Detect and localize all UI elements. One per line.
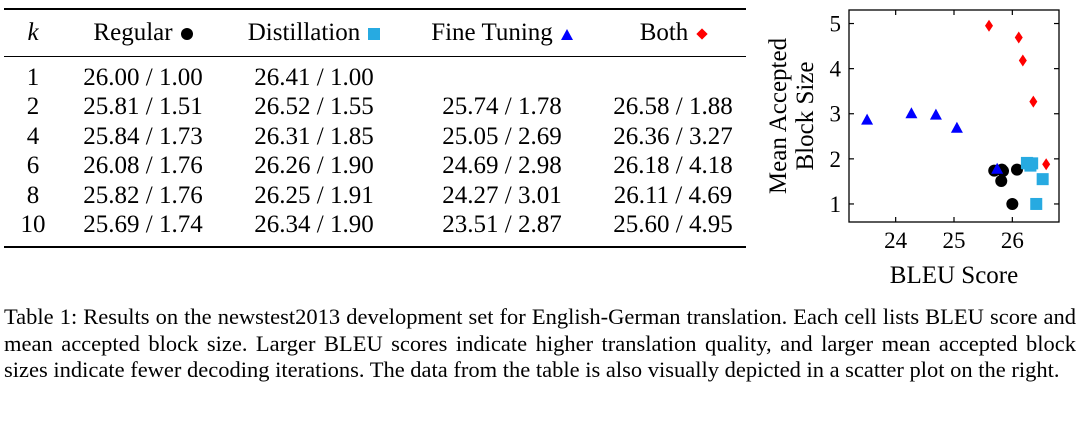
point-distillation xyxy=(1030,197,1043,210)
result-cell: 26.36 / 3.27 xyxy=(613,122,733,150)
column-header-label: Fine Tuning xyxy=(431,19,553,46)
y-tick-label: 4 xyxy=(830,57,842,82)
ticks-layer: 24 25 26 1 2 3 4 5 xyxy=(830,10,1059,253)
point-both xyxy=(1018,54,1027,67)
k-value-cell: 8 xyxy=(26,181,40,209)
y-axis-label-line2: Block Size xyxy=(792,61,819,170)
table-body: 1 26.00 / 1.00 26.41 / 1.00 2 25.81 / 1.51 26… xyxy=(4,57,746,248)
point-fine-tuning xyxy=(905,107,918,119)
result-cell: 25.05 / 2.69 xyxy=(442,122,562,150)
x-tick-label: 24 xyxy=(884,228,908,253)
column-header-2: Distillation xyxy=(224,8,404,57)
y-axis-label-line1: Mean Accepted xyxy=(765,37,792,194)
square-marker-icon xyxy=(368,28,381,41)
x-tick-label: 25 xyxy=(943,228,966,253)
column-header-label: Both xyxy=(639,19,689,46)
point-fine-tuning xyxy=(929,108,942,120)
point-distillation xyxy=(1026,157,1039,170)
result-cell: 26.00 / 1.00 xyxy=(83,63,203,91)
result-cell: 26.18 / 4.18 xyxy=(613,152,733,180)
result-cell: 26.26 / 1.90 xyxy=(254,152,374,180)
x-tick-label: 26 xyxy=(1001,228,1024,253)
result-cell: 26.11 / 4.69 xyxy=(613,181,733,209)
y-tick-label: 1 xyxy=(830,192,842,217)
table-row: 1 26.00 / 1.00 26.41 / 1.00 xyxy=(4,57,746,93)
points-layer xyxy=(861,19,1051,210)
result-cell: 25.82 / 1.76 xyxy=(83,181,203,209)
k-value-cell: 10 xyxy=(4,210,62,248)
result-cell: 26.31 / 1.85 xyxy=(254,122,374,150)
column-header-1: Regular xyxy=(62,8,224,57)
y-tick-label: 5 xyxy=(830,12,842,37)
point-fine-tuning xyxy=(991,162,1004,174)
table-row: 4 25.84 / 1.73 26.31 / 1.85 25.05 / 2.69 26.… xyxy=(4,122,746,152)
result-cell: 26.08 / 1.76 xyxy=(83,152,203,180)
scatter-plot: 24 25 26 1 2 3 4 5 BLEU Score Mean Accepted Blo… xyxy=(765,9,1060,289)
table-row: 10 25.69 / 1.74 26.34 / 1.90 23.51 / 2.87 25… xyxy=(4,210,746,248)
table-caption: Table 1: Results on the newstest2013 dev… xyxy=(4,304,1076,382)
point-fine-tuning xyxy=(950,121,963,133)
result-cell xyxy=(600,57,746,93)
table-header-row: k Regular Distillation Fine Tuning Both xyxy=(4,8,746,57)
triangle-marker-icon xyxy=(560,28,573,40)
table-row: 8 25.82 / 1.76 26.25 / 1.91 24.27 / 3.01 26.… xyxy=(4,181,746,211)
point-both xyxy=(985,19,993,32)
plot-frame xyxy=(848,9,1060,223)
diamond-marker-icon xyxy=(696,28,708,40)
result-cell: 26.41 / 1.00 xyxy=(254,63,374,91)
table-row: 2 25.81 / 1.51 26.52 / 1.55 25.74 / 1.78 26.… xyxy=(4,93,746,123)
k-value-cell: 4 xyxy=(26,122,40,150)
column-header-label: Regular xyxy=(93,19,173,46)
y-tick-label: 2 xyxy=(830,147,842,172)
k-value-cell: 2 xyxy=(26,93,40,121)
result-cell: 25.81 / 1.51 xyxy=(83,93,203,121)
result-cell: 25.74 / 1.78 xyxy=(442,93,562,121)
point-distillation xyxy=(1036,173,1049,186)
k-value-cell: 6 xyxy=(26,152,40,180)
x-axis-label: BLEU Score xyxy=(890,262,1018,289)
column-header-0: k xyxy=(4,8,62,57)
point-both xyxy=(1029,95,1038,108)
column-header-label: Distillation xyxy=(247,19,361,46)
result-cell: 26.34 / 1.90 xyxy=(224,210,404,248)
table-row: 6 26.08 / 1.76 26.26 / 1.90 24.69 / 2.98 26.… xyxy=(4,152,746,182)
result-cell: 24.69 / 2.98 xyxy=(442,152,562,180)
point-fine-tuning xyxy=(861,113,874,125)
y-tick-label: 3 xyxy=(830,102,842,127)
circle-marker-icon xyxy=(180,28,193,41)
k-value-cell: 1 xyxy=(26,63,40,91)
column-header-4: Both xyxy=(600,8,746,57)
point-regular xyxy=(1006,197,1019,210)
point-both xyxy=(1042,158,1051,171)
result-cell: 26.25 / 1.91 xyxy=(254,181,374,209)
point-regular xyxy=(1011,163,1023,176)
point-regular xyxy=(995,174,1008,187)
result-cell: 23.51 / 2.87 xyxy=(404,210,600,248)
result-cell: 25.69 / 1.74 xyxy=(62,210,224,248)
results-table: k Regular Distillation Fine Tuning Both 1 26.… xyxy=(4,8,746,248)
result-cell: 25.84 / 1.73 xyxy=(83,122,203,150)
result-cell: 26.52 / 1.55 xyxy=(254,93,374,121)
column-header-3: Fine Tuning xyxy=(404,8,600,57)
result-cell: 26.58 / 1.88 xyxy=(613,93,733,121)
column-header-label: k xyxy=(27,19,39,46)
point-both xyxy=(1014,31,1023,44)
result-cell: 25.60 / 4.95 xyxy=(600,210,746,248)
result-cell: 24.27 / 3.01 xyxy=(442,181,562,209)
result-cell xyxy=(404,57,600,93)
